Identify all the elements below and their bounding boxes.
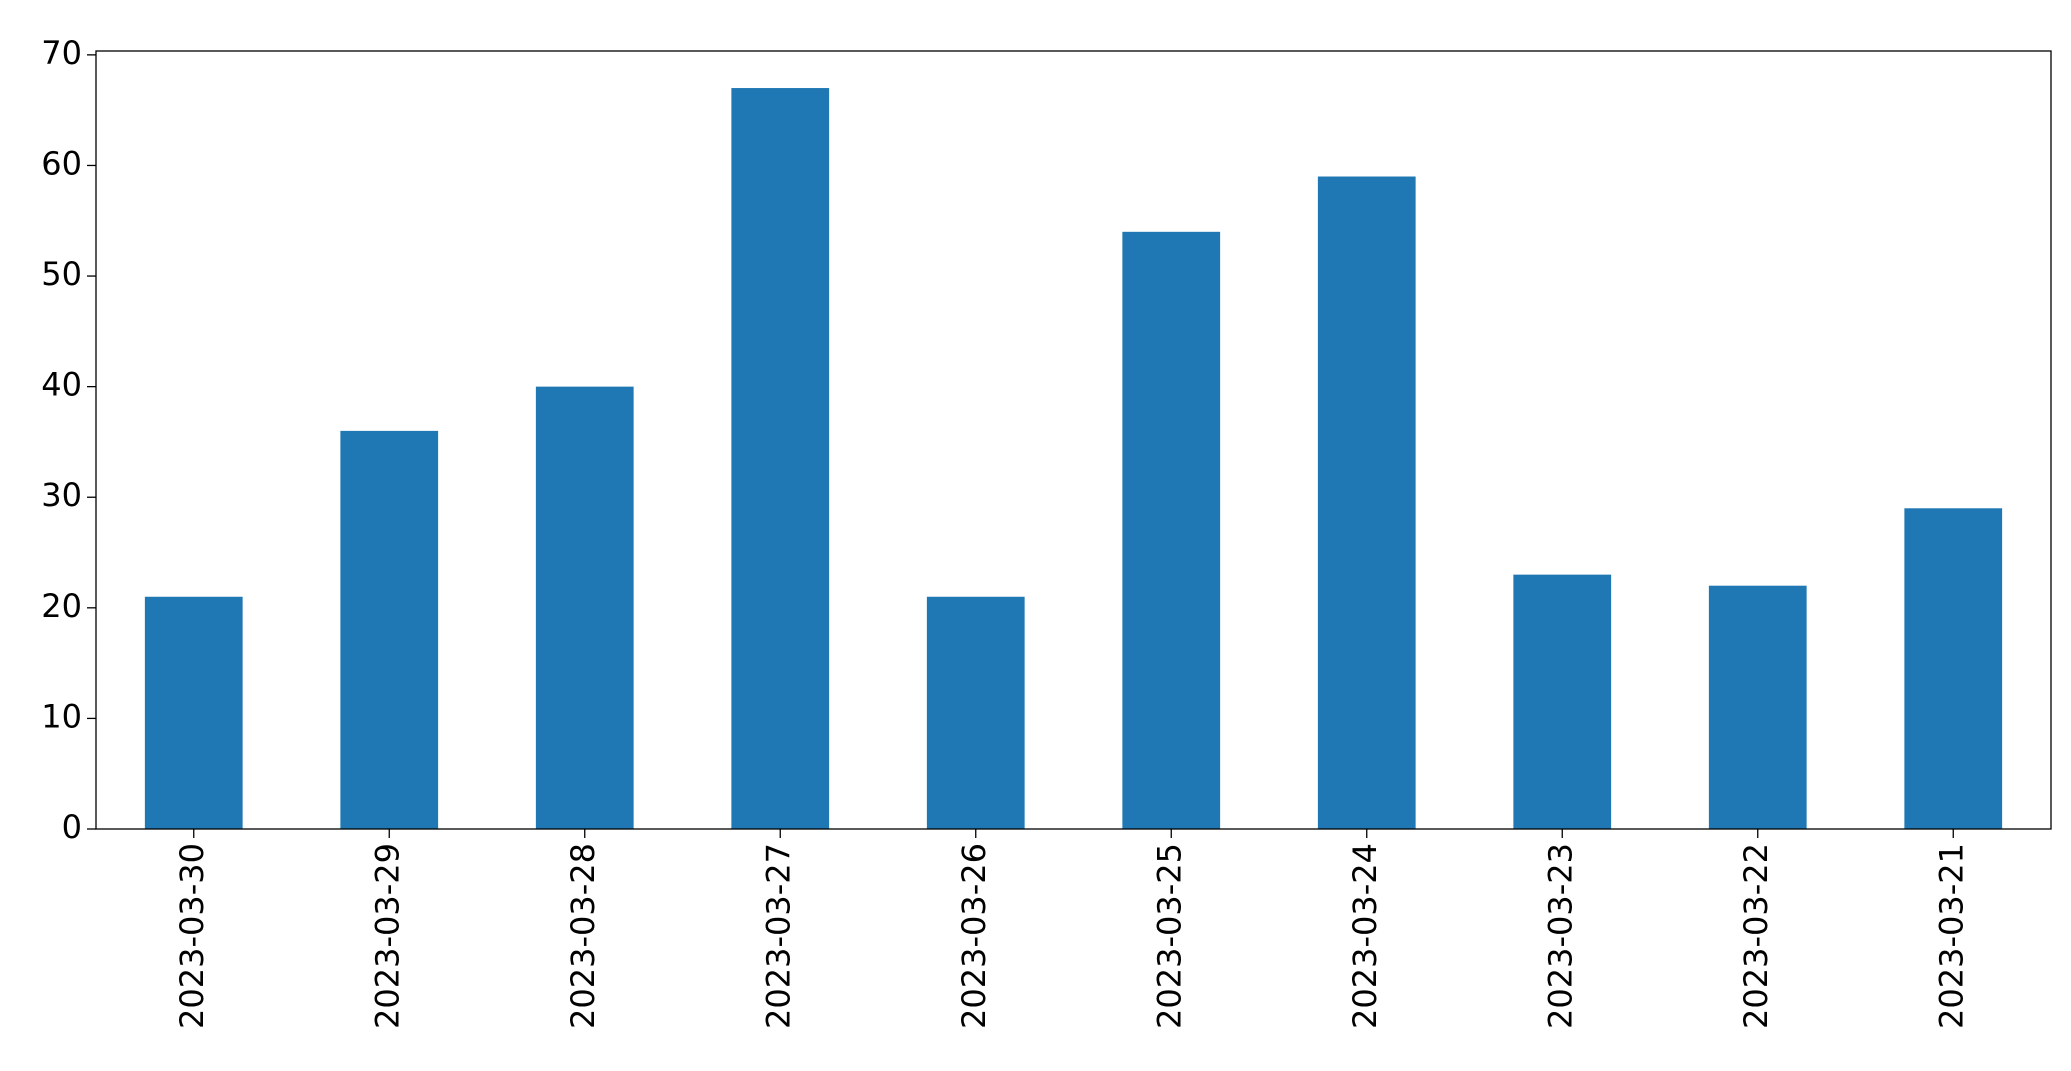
x-tick-label: 2023-03-21 [1932,843,1970,1029]
y-tick-label: 20 [41,587,82,625]
bar [1317,176,1416,830]
y-tick-label: 40 [41,366,82,404]
x-tick-label: 2023-03-27 [759,843,797,1029]
bar [144,596,243,829]
x-tick-label: 2023-03-24 [1346,843,1384,1029]
x-tick-label: 2023-03-29 [368,843,406,1029]
y-tick-label: 10 [41,697,82,735]
x-tick-label: 2023-03-25 [1150,843,1188,1029]
bar [1513,574,1612,829]
bar [535,386,634,829]
bar [1122,231,1221,829]
y-tick-label: 30 [41,476,82,514]
x-tick-label: 2023-03-23 [1541,843,1579,1029]
bar [731,88,830,830]
bar [340,430,439,829]
bar [926,596,1025,829]
y-tick-label: 70 [41,34,82,72]
y-tick-label: 50 [41,255,82,293]
bar [1904,508,2003,829]
bar [1708,585,1807,829]
y-tick-label: 0 [62,808,82,846]
x-tick-label: 2023-03-30 [173,843,211,1029]
x-tick-label: 2023-03-22 [1737,843,1775,1029]
x-tick-label: 2023-03-26 [955,843,993,1029]
x-tick-label: 2023-03-28 [564,843,602,1029]
plot-frame [95,50,2052,830]
y-tick-label: 60 [41,144,82,182]
